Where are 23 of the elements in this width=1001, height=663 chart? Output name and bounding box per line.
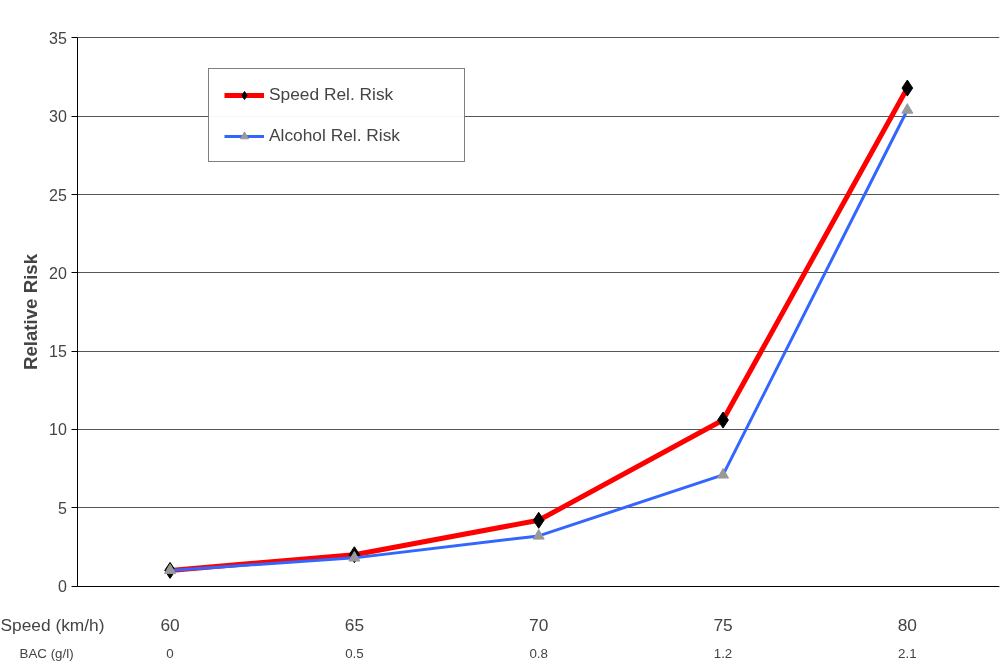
x-tick-label: 60 bbox=[160, 614, 180, 635]
text: 0.5 bbox=[345, 645, 364, 661]
y-tick-label: 0 bbox=[58, 578, 68, 596]
x-tick-label: 75 bbox=[713, 614, 733, 635]
y-axis-title: Relative Risk bbox=[19, 253, 41, 371]
y-tick-label: 10 bbox=[49, 421, 68, 439]
y-tick-label: 25 bbox=[49, 186, 68, 204]
text: 1.2 bbox=[713, 645, 733, 661]
y-tick-label: 15 bbox=[49, 343, 68, 361]
legend-label: Alcohol Rel. Risk bbox=[269, 125, 401, 146]
y-tick-label: 35 bbox=[49, 29, 68, 47]
text: 2.1 bbox=[898, 645, 917, 661]
x-tick-label: 65 bbox=[344, 614, 365, 635]
y-tick-label: 30 bbox=[49, 108, 68, 126]
text: 0.8 bbox=[529, 645, 548, 661]
x-tick-label: 70 bbox=[529, 614, 549, 635]
y-tick-label: 5 bbox=[58, 499, 68, 517]
text: 0 bbox=[166, 645, 174, 661]
x-axis-title: Speed (km/h) bbox=[0, 614, 105, 635]
y-tick-label: 20 bbox=[49, 264, 68, 282]
text: BAC (g/l) bbox=[19, 645, 74, 661]
x-tick-label: 80 bbox=[897, 614, 917, 635]
legend-label: Speed Rel. Risk bbox=[269, 84, 395, 105]
